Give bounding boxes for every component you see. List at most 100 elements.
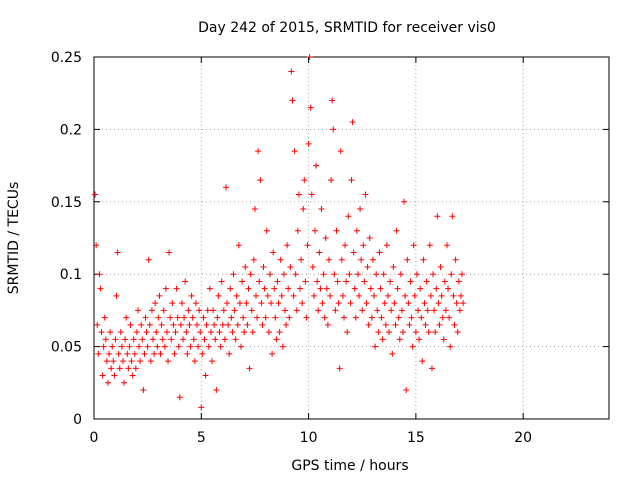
data-point	[92, 191, 99, 198]
data-point	[423, 278, 430, 285]
data-point	[299, 300, 306, 307]
data-point	[126, 343, 133, 350]
data-point	[379, 336, 386, 343]
data-point	[367, 285, 374, 292]
data-point	[387, 278, 394, 285]
data-point	[117, 329, 124, 336]
data-point	[258, 300, 265, 307]
data-point	[287, 263, 294, 270]
y-axis-label: SRMTID / TECUs	[6, 182, 22, 295]
data-point	[335, 300, 342, 307]
data-point	[293, 307, 300, 314]
data-point	[421, 300, 428, 307]
data-point	[342, 242, 349, 249]
data-point	[412, 329, 419, 336]
data-point	[114, 249, 121, 256]
data-point	[185, 307, 192, 314]
data-point	[459, 271, 466, 278]
data-point	[134, 307, 141, 314]
data-point	[425, 329, 432, 336]
data-point	[230, 271, 237, 278]
data-point	[329, 97, 336, 104]
data-point	[320, 271, 327, 278]
data-point	[457, 292, 464, 299]
data-point	[434, 213, 441, 220]
data-point	[310, 292, 317, 299]
data-point	[260, 263, 267, 270]
data-point	[268, 300, 275, 307]
y-tick-label: 0.15	[51, 195, 82, 211]
data-point	[215, 292, 222, 299]
data-point	[170, 321, 177, 328]
data-point	[271, 285, 278, 292]
data-point	[438, 292, 445, 299]
data-point	[449, 213, 456, 220]
data-point	[302, 278, 309, 285]
data-point	[102, 336, 109, 343]
data-points	[92, 54, 467, 411]
data-point	[198, 404, 205, 411]
data-point	[182, 278, 189, 285]
data-point	[336, 365, 343, 372]
data-point	[313, 162, 320, 169]
data-point	[386, 329, 393, 336]
data-point	[275, 300, 282, 307]
data-point	[345, 213, 352, 220]
data-point	[210, 307, 217, 314]
data-point	[378, 314, 385, 321]
data-point	[454, 329, 461, 336]
data-point	[432, 329, 439, 336]
data-point	[361, 278, 368, 285]
data-point	[426, 242, 433, 249]
data-point	[189, 314, 196, 321]
data-point	[300, 206, 307, 213]
data-point	[325, 256, 332, 263]
data-point	[184, 350, 191, 357]
data-point	[125, 365, 132, 372]
data-point	[242, 263, 249, 270]
data-point	[154, 343, 161, 350]
data-point	[243, 300, 250, 307]
x-tick-label: 15	[407, 430, 425, 446]
data-point	[401, 198, 408, 205]
data-point	[227, 285, 234, 292]
chart-title: Day 242 of 2015, SRMTID for receiver vis…	[198, 20, 496, 36]
data-point	[349, 119, 356, 126]
data-point	[318, 206, 325, 213]
y-tick-label: 0.25	[51, 50, 82, 66]
data-point	[95, 350, 102, 357]
data-point	[191, 358, 198, 365]
data-point	[180, 336, 187, 343]
data-point	[249, 329, 256, 336]
data-point	[288, 68, 295, 75]
data-point	[186, 321, 193, 328]
data-point	[245, 285, 252, 292]
data-point	[419, 358, 426, 365]
data-point	[417, 285, 424, 292]
data-point	[199, 350, 206, 357]
data-point	[159, 336, 166, 343]
data-point	[384, 292, 391, 299]
data-point	[128, 358, 135, 365]
data-point	[333, 227, 340, 234]
data-point	[297, 285, 303, 292]
data-point	[428, 365, 435, 372]
data-point	[132, 365, 139, 372]
data-point	[315, 307, 322, 314]
data-point	[195, 343, 202, 350]
data-point	[173, 285, 180, 292]
data-point	[115, 350, 122, 357]
data-point	[405, 300, 412, 307]
data-point	[390, 263, 397, 270]
data-point	[437, 263, 444, 270]
data-point	[104, 379, 111, 386]
data-point	[122, 336, 129, 343]
data-point	[221, 336, 228, 343]
data-point	[216, 329, 223, 336]
data-point	[204, 307, 211, 314]
data-point	[409, 343, 416, 350]
data-point	[295, 191, 302, 198]
data-point	[229, 329, 236, 336]
data-point	[144, 343, 151, 350]
data-point	[250, 256, 257, 263]
